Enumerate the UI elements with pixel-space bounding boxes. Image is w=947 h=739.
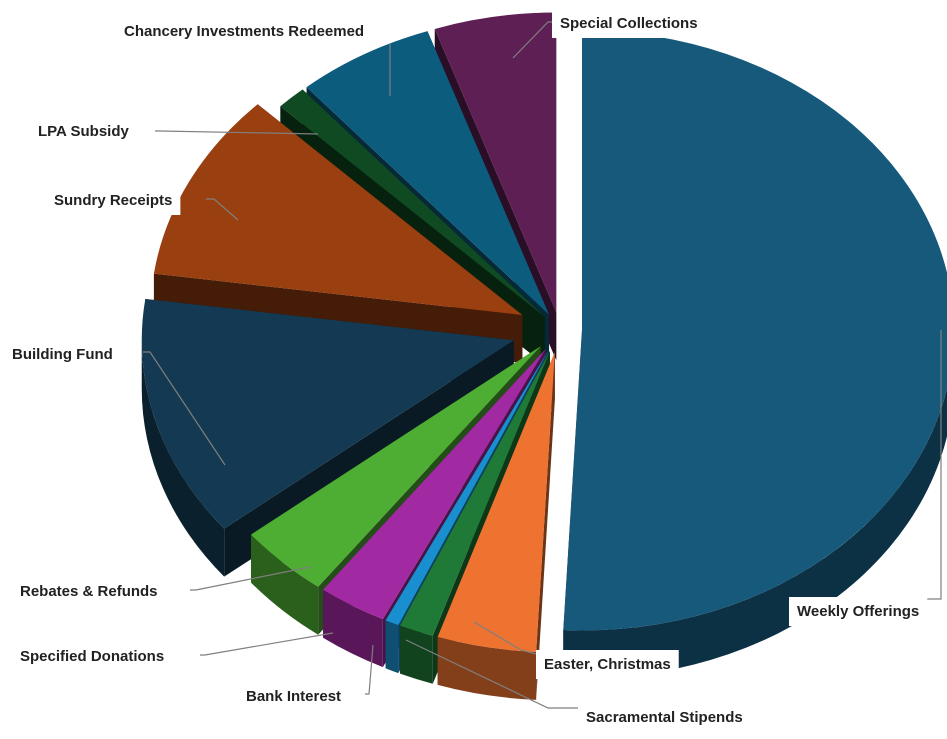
label-box-sundry-receipts xyxy=(46,186,181,215)
data-label-building-fund: Building Fund xyxy=(12,346,113,363)
slice-specified-donations[interactable] xyxy=(323,349,546,620)
label-box-special-collections xyxy=(552,9,706,38)
data-label-weekly-offerings: Weekly Offerings xyxy=(797,603,919,620)
data-label-specified-donations: Specified Donations xyxy=(20,648,164,665)
data-label-chancery-investments-redeemed: Chancery Investments Redeemed xyxy=(124,23,364,40)
slice-lpa-subsidy[interactable] xyxy=(280,89,545,318)
label-box-weekly-offerings xyxy=(789,597,928,626)
labels-layer: Weekly Offerings Easter, Christmas Sacrame… xyxy=(4,9,928,732)
data-label-lpa-subsidy: LPA Subsidy xyxy=(38,123,130,140)
leader-line-sacramental-stipends xyxy=(405,639,582,709)
leader-line-specified-donations xyxy=(200,632,334,656)
label-box-sacramental-stipends xyxy=(578,703,751,732)
leader-line-bank-interest xyxy=(365,644,374,695)
slice-rebates-refunds[interactable] xyxy=(250,346,541,587)
slice-chancery-investments-redeemed[interactable] xyxy=(306,31,550,315)
slice-side-building-fund-0 xyxy=(141,340,225,577)
slice-sacramental-stipends[interactable] xyxy=(400,351,550,636)
label-box-chancery-investments-redeemed xyxy=(116,17,373,46)
label-box-easter-christmas xyxy=(536,650,679,679)
data-label-sacramental-stipends: Sacramental Stipends xyxy=(586,709,743,726)
data-label-easter-christmas: Easter, Christmas xyxy=(544,656,671,673)
slice-side-specified-donations-0 xyxy=(323,589,383,668)
label-box-bank-interest xyxy=(238,682,350,711)
slice-special-collections[interactable] xyxy=(434,12,557,313)
leader-lines-layer xyxy=(143,21,942,709)
slice-weekly-offerings[interactable] xyxy=(563,30,947,631)
label-box-rebates-refunds xyxy=(12,577,166,606)
label-box-lpa-subsidy xyxy=(30,117,138,146)
slice-side-easter-christmas-0 xyxy=(437,636,537,700)
label-box-building-fund xyxy=(4,340,121,369)
slice-side-sacramental-stipends-0 xyxy=(400,625,433,684)
leader-line-rebates-refunds xyxy=(190,566,311,591)
data-label-sundry-receipts: Sundry Receipts xyxy=(54,192,172,209)
leader-line-lpa-subsidy xyxy=(155,130,319,135)
slice-side-bank-interest-0 xyxy=(385,620,399,674)
label-box-specified-donations xyxy=(12,642,173,671)
data-label-bank-interest: Bank Interest xyxy=(246,688,341,705)
slice-building-fund[interactable] xyxy=(141,298,514,529)
leader-line-easter-christmas xyxy=(473,621,541,656)
slice-side-rebates-refunds-0 xyxy=(250,534,319,635)
slice-side-weekly-offerings-0 xyxy=(563,387,947,679)
slice-sundry-receipts[interactable] xyxy=(153,104,523,316)
data-label-special-collections: Special Collections xyxy=(560,15,698,32)
leader-line-sundry-receipts xyxy=(206,198,239,221)
slice-bank-interest[interactable] xyxy=(385,350,549,626)
data-label-rebates-refunds: Rebates & Refunds xyxy=(20,583,158,600)
slice-easter-christmas[interactable] xyxy=(437,352,555,652)
leader-line-building-fund xyxy=(143,351,226,466)
slice-wall-easter-christmas-0 xyxy=(536,352,555,700)
slice-tops-layer xyxy=(141,12,947,652)
